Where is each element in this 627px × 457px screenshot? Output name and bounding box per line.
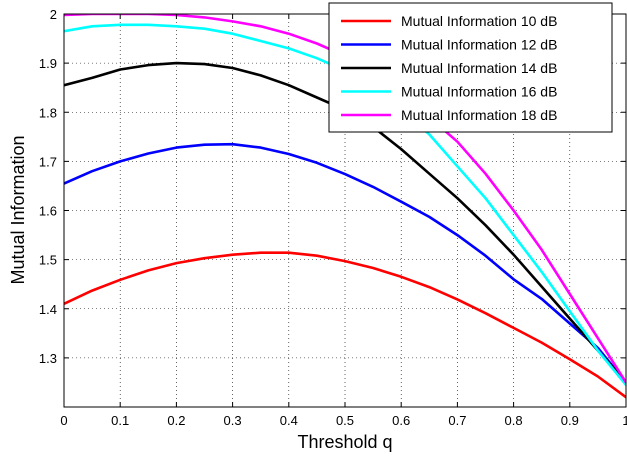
x-tick-label: 0.4 [280, 413, 298, 428]
y-axis-label: Mutual Information [8, 135, 28, 284]
y-tick-label: 1.9 [39, 56, 57, 71]
legend-label: Mutual Information 18 dB [401, 107, 557, 123]
x-tick-label: 1 [622, 413, 627, 428]
x-tick-label: 0.5 [336, 413, 354, 428]
legend-label: Mutual Information 14 dB [401, 60, 557, 76]
x-tick-label: 0.9 [561, 413, 579, 428]
legend: Mutual Information 10 dB Mutual Informati… [328, 2, 613, 133]
x-axis-label: Threshold q [297, 432, 392, 452]
y-tick-label: 1.5 [39, 253, 57, 268]
y-tick-label: 2 [50, 7, 57, 22]
legend-label: Mutual Information 12 dB [401, 37, 557, 53]
legend-label: Mutual Information 10 dB [401, 13, 557, 29]
axis-ticks: 0 0.1 0.2 0.3 0.4 0.5 0.6 0.7 0.8 0.9 1 1.3 1.4 1.5 1.… [39, 7, 627, 428]
x-tick-label: 0.2 [167, 413, 185, 428]
y-tick-label: 1.7 [39, 154, 57, 169]
x-tick-label: 0.1 [111, 413, 129, 428]
legend-label: Mutual Information 16 dB [401, 84, 557, 100]
x-tick-label: 0 [60, 413, 67, 428]
y-tick-label: 1.6 [39, 204, 57, 219]
x-tick-label: 0.7 [448, 413, 466, 428]
x-tick-label: 0.8 [505, 413, 523, 428]
y-tick-label: 1.4 [39, 302, 57, 317]
series-line [64, 251, 626, 399]
y-tick-label: 1.8 [39, 105, 57, 120]
x-tick-label: 0.3 [224, 413, 242, 428]
series-line [64, 142, 626, 384]
x-tick-label: 0.6 [392, 413, 410, 428]
y-tick-label: 1.3 [39, 351, 57, 366]
